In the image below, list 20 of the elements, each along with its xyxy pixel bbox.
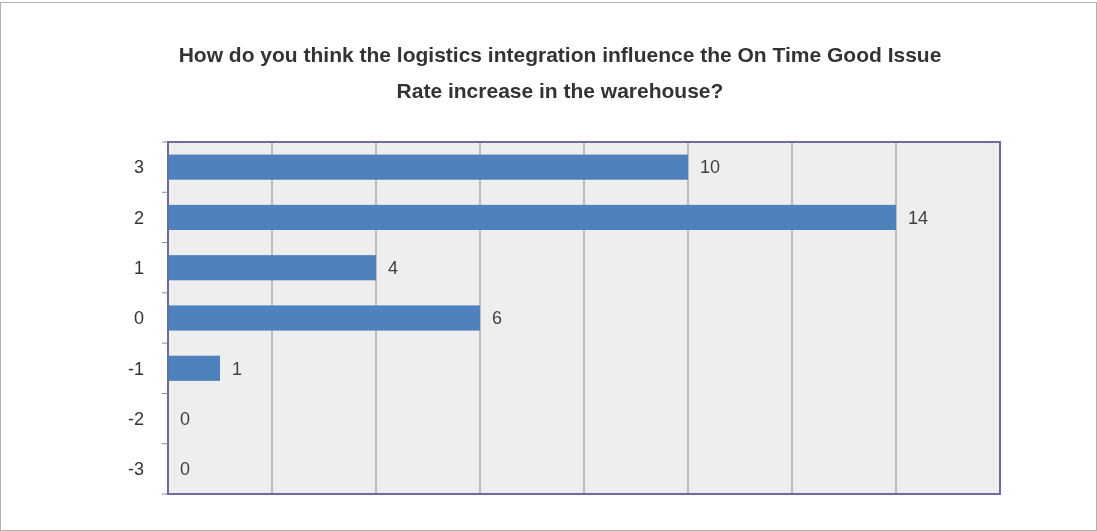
y-tick-label: 2 (133, 207, 144, 228)
bar (168, 255, 376, 281)
y-tick-label: -2 (127, 408, 144, 429)
y-tick-label: 0 (133, 308, 144, 329)
data-label: 0 (180, 408, 191, 429)
data-label: 10 (700, 157, 721, 178)
data-label: 6 (492, 308, 503, 329)
bar (168, 154, 688, 180)
data-label: 4 (388, 258, 399, 279)
data-label: 1 (232, 358, 243, 379)
bar (168, 355, 220, 381)
y-tick-label: 3 (133, 157, 144, 178)
y-tick-label: -1 (127, 358, 144, 379)
bar (168, 305, 480, 331)
y-tick-label: -3 (127, 459, 144, 480)
chart-title: How do you think the logistics integration influence the On Time Good Issue Rate increase in the warehouse? (178, 43, 942, 102)
data-label: 0 (180, 459, 191, 480)
bar (168, 204, 896, 230)
data-label: 14 (908, 207, 929, 228)
y-tick-label: 1 (133, 258, 144, 279)
